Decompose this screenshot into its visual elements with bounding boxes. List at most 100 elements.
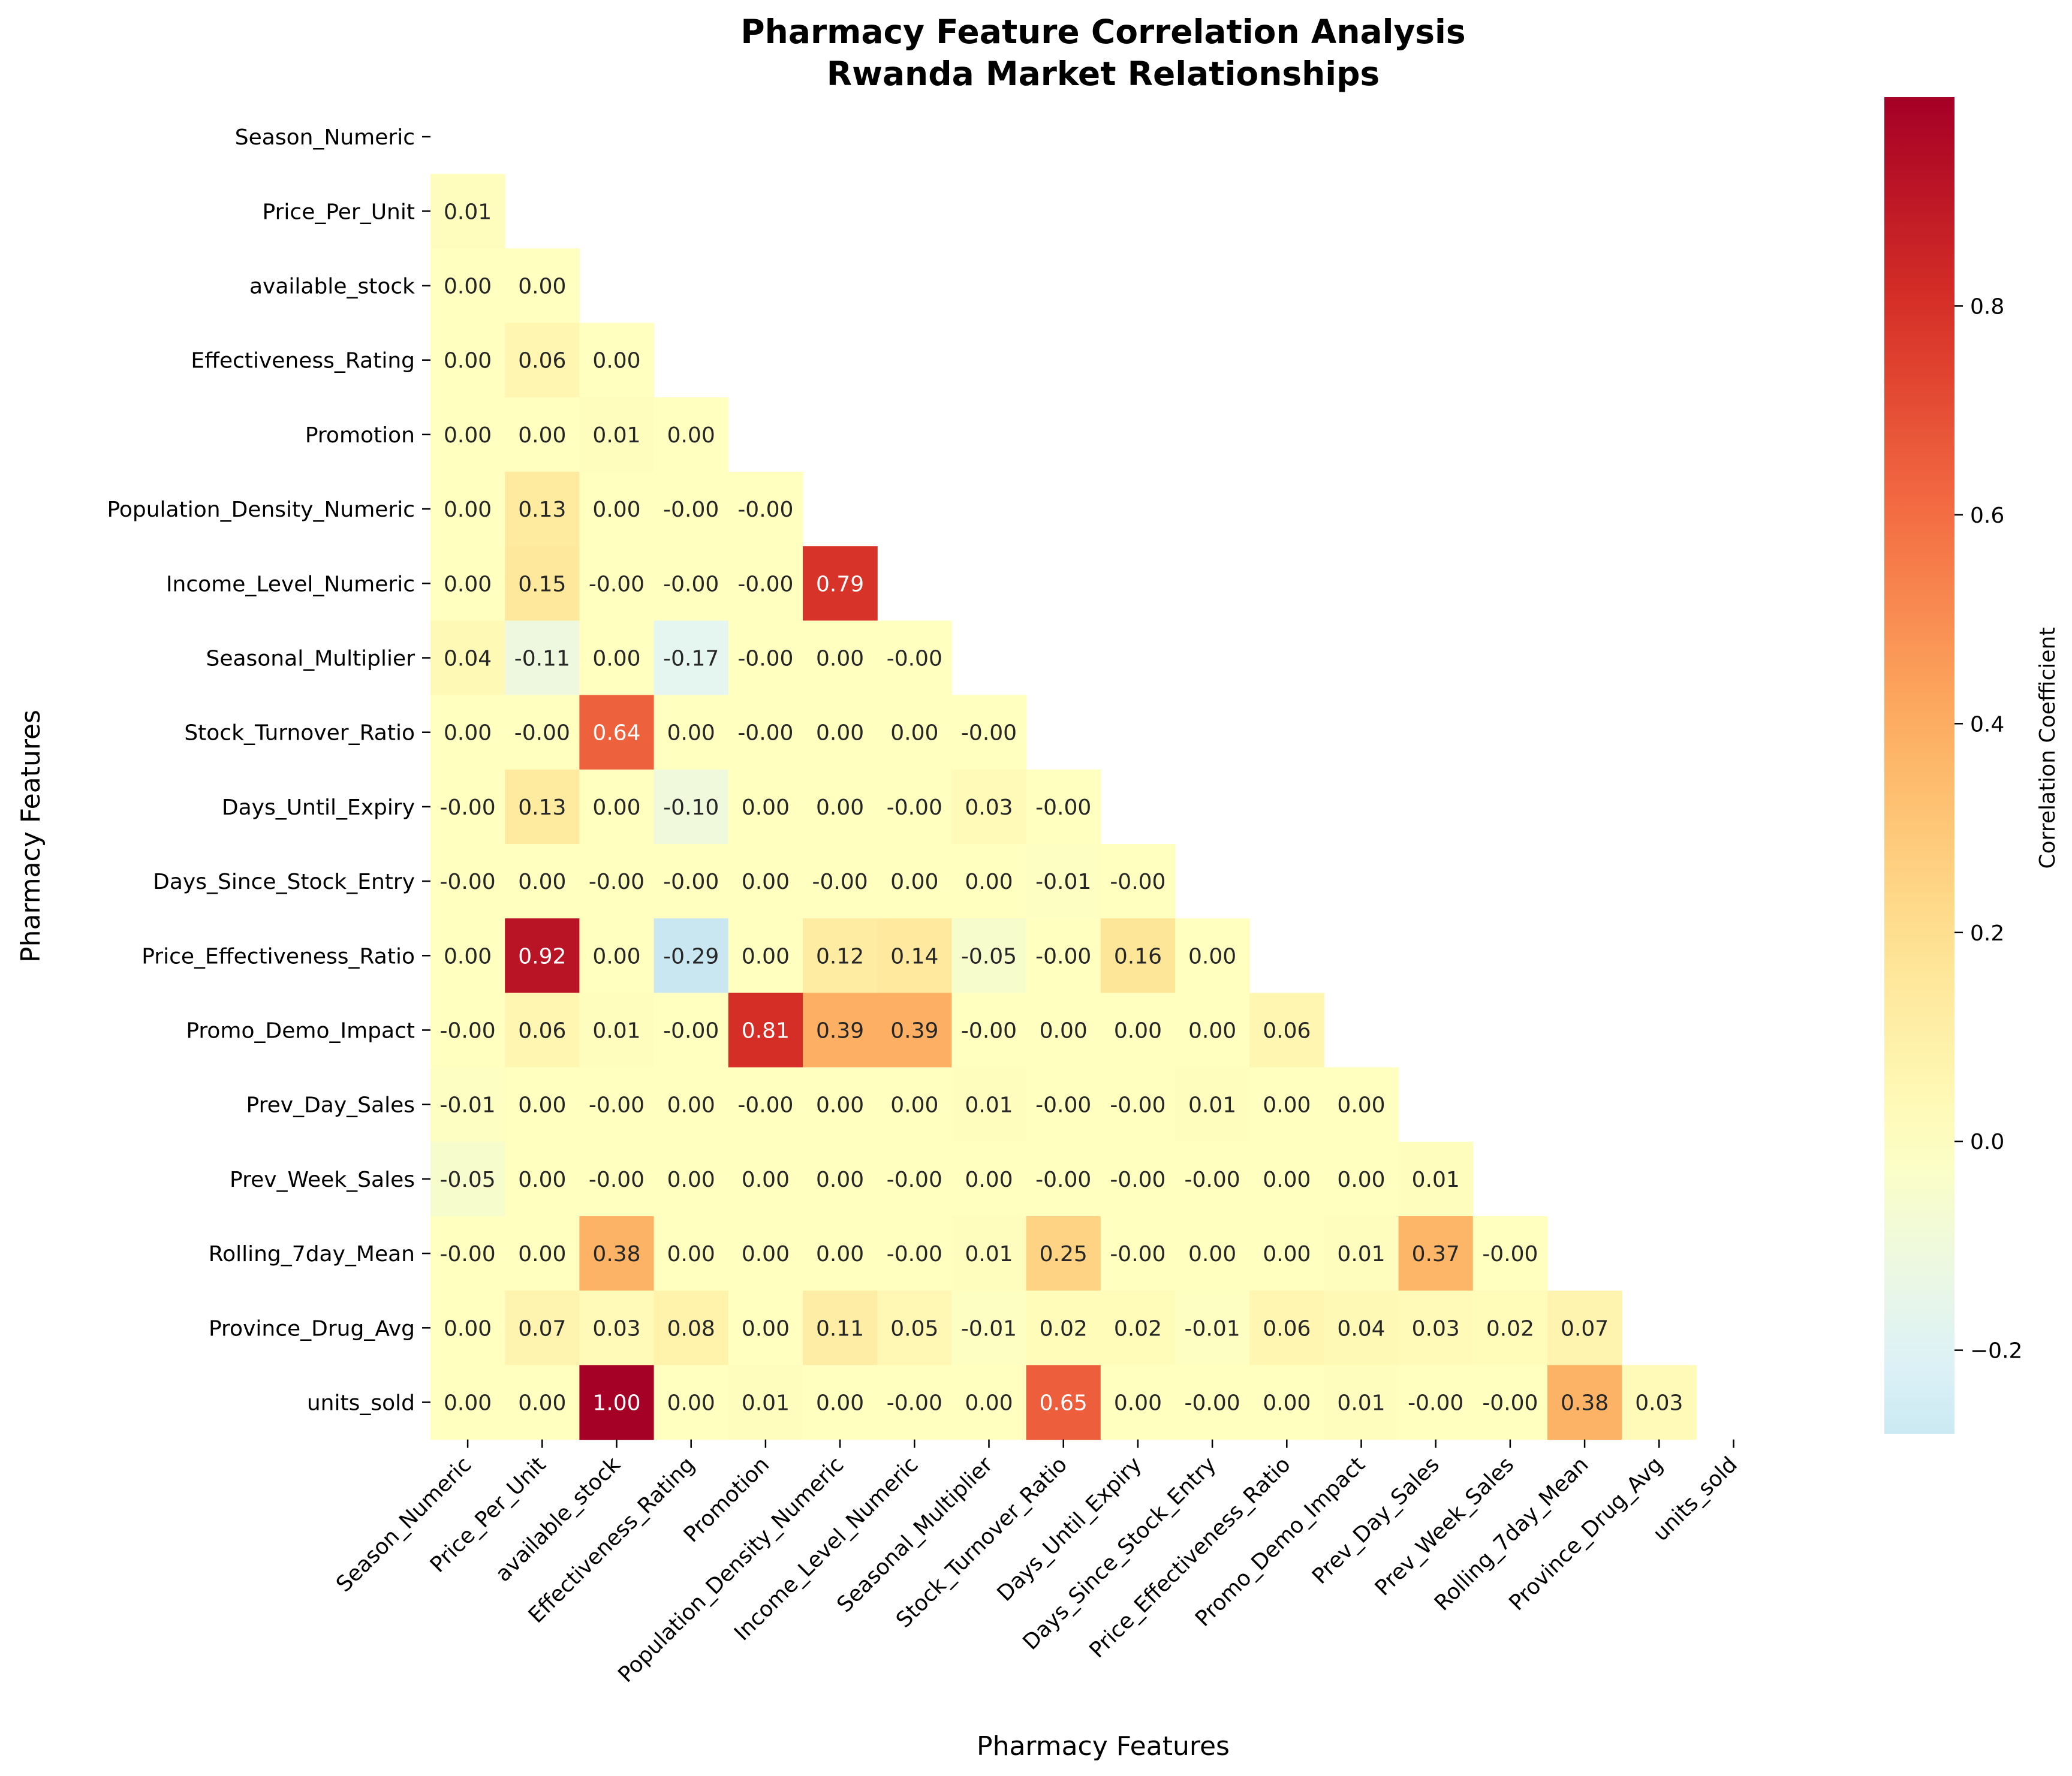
cell-value-label: 0.14 [890,944,938,969]
heatmap-cell [1249,1290,1324,1365]
heatmap-cell [653,472,729,547]
heatmap-cell [1175,1067,1250,1142]
cell-value-label: -0.01 [440,1093,496,1118]
cell-value-label: 0.04 [1337,1316,1385,1341]
y-tick-label: Population_Density_Numeric [107,497,415,522]
heatmap-cell [505,1067,580,1142]
heatmap-cell [1472,1290,1548,1365]
heatmap-cell [1324,1216,1399,1291]
heatmap-cell [1026,918,1101,993]
heatmap-cell [1398,1216,1474,1291]
cell-value-label: 0.02 [1114,1316,1162,1341]
cell-value-label: -0.00 [589,572,645,596]
cell-value-label: -0.00 [440,870,496,894]
heatmap-cell [877,1067,952,1142]
cell-value-label: 0.00 [1188,1242,1236,1267]
cell-value-label: 0.00 [444,1391,492,1416]
cell-value-label: 0.64 [592,721,640,746]
heatmap-cell [803,695,878,770]
colorbar-tick-label: −0.2 [1970,1339,2022,1364]
heatmap-cell [951,1216,1027,1291]
cell-value-label: 0.00 [667,1391,715,1416]
cell-value-label: -0.00 [440,1242,496,1267]
cell-value-label: 0.11 [816,1316,864,1341]
cell-value-label: 0.00 [444,721,492,746]
heatmap-cell [877,993,952,1068]
heatmap-cell [877,1216,952,1291]
y-tick-label: available_stock [249,275,415,299]
heatmap-cell [430,993,505,1068]
heatmap-cell [1547,1290,1622,1365]
y-tick-label: Price_Per_Unit [263,200,415,224]
heatmap-cell [1175,993,1250,1068]
cell-value-label: -0.00 [737,1093,793,1118]
cell-value-label: -0.00 [1035,1093,1091,1118]
heatmap-cell [505,1290,580,1365]
cell-value-label: -0.00 [887,1391,942,1416]
cell-value-label: 0.00 [742,944,790,969]
cell-value-label: 0.01 [592,423,640,448]
heatmap-cell [951,695,1027,770]
heatmap-cell [1547,1365,1622,1440]
cell-value-label: 0.00 [518,275,566,299]
y-tick-label: Rolling_7day_Mean [209,1242,415,1267]
cell-value-label: 0.06 [518,1019,566,1044]
cell-value-label: 0.00 [1263,1391,1311,1416]
heatmap-cell [579,993,655,1068]
cell-value-label: -0.00 [589,1168,645,1192]
heatmap-cell [728,844,803,919]
heatmap-cell [579,844,655,919]
heatmap-cell [505,472,580,547]
heatmap-cell [430,1290,505,1365]
y-tick-label: Season_Numeric [235,125,415,150]
cell-value-label: 0.02 [1040,1316,1088,1341]
cell-value-label: 0.00 [890,721,938,746]
heatmap-cell [505,322,580,398]
cell-value-label: -0.00 [737,572,793,596]
heatmap-cell [1324,1365,1399,1440]
heatmap-cell [1026,1216,1101,1291]
heatmap-cell [430,844,505,919]
heatmap-cell [803,1216,878,1291]
cell-value-label: 0.92 [518,944,566,969]
cell-value-label: -0.11 [514,647,570,671]
x-tick-label: available_stock [491,1452,625,1587]
heatmap-cell [505,695,580,770]
cell-value-label: -0.17 [663,647,719,671]
cell-value-label: 0.00 [816,795,864,820]
heatmap-cell [877,620,952,696]
heatmap-cell [430,322,505,398]
cell-value-label: 0.00 [518,1242,566,1267]
cell-value-label: -0.00 [737,721,793,746]
heatmap-cell [505,248,580,324]
heatmap-cell [653,993,729,1068]
cell-value-label: -0.05 [440,1168,496,1192]
cell-value-label: 0.25 [1040,1242,1088,1267]
cell-value-label: 0.01 [1412,1168,1460,1192]
cell-value-label: 0.79 [816,572,864,596]
y-tick-label: Income_Level_Numeric [166,572,415,596]
heatmap-cell [653,1141,729,1217]
heatmap-cell [505,993,580,1068]
cell-value-label: -0.00 [663,572,719,596]
heatmap-cell [1175,918,1250,993]
cell-value-label: 0.01 [444,200,492,224]
colorbar-gradient [1884,97,1954,1434]
cell-value-label: -0.00 [1035,1168,1091,1192]
heatmap-cell [579,397,655,472]
cell-value-label: 0.03 [1412,1316,1460,1341]
cell-value-label: -0.00 [737,497,793,522]
cell-value-label: -0.00 [1185,1168,1240,1192]
heatmap-cell [728,695,803,770]
cell-value-label: -0.01 [1035,870,1091,894]
cell-value-label: 0.00 [667,423,715,448]
heatmap-cell [430,1067,505,1142]
heatmap-cell [430,918,505,993]
cell-value-label: -0.00 [812,870,868,894]
heatmap-cell [505,620,580,696]
heatmap-cell [728,546,803,621]
x-tick-label: Days_Until_Expiry [992,1452,1146,1606]
cell-value-label: 0.00 [518,870,566,894]
cell-value-label: 0.00 [890,1093,938,1118]
cell-value-label: 0.00 [444,423,492,448]
